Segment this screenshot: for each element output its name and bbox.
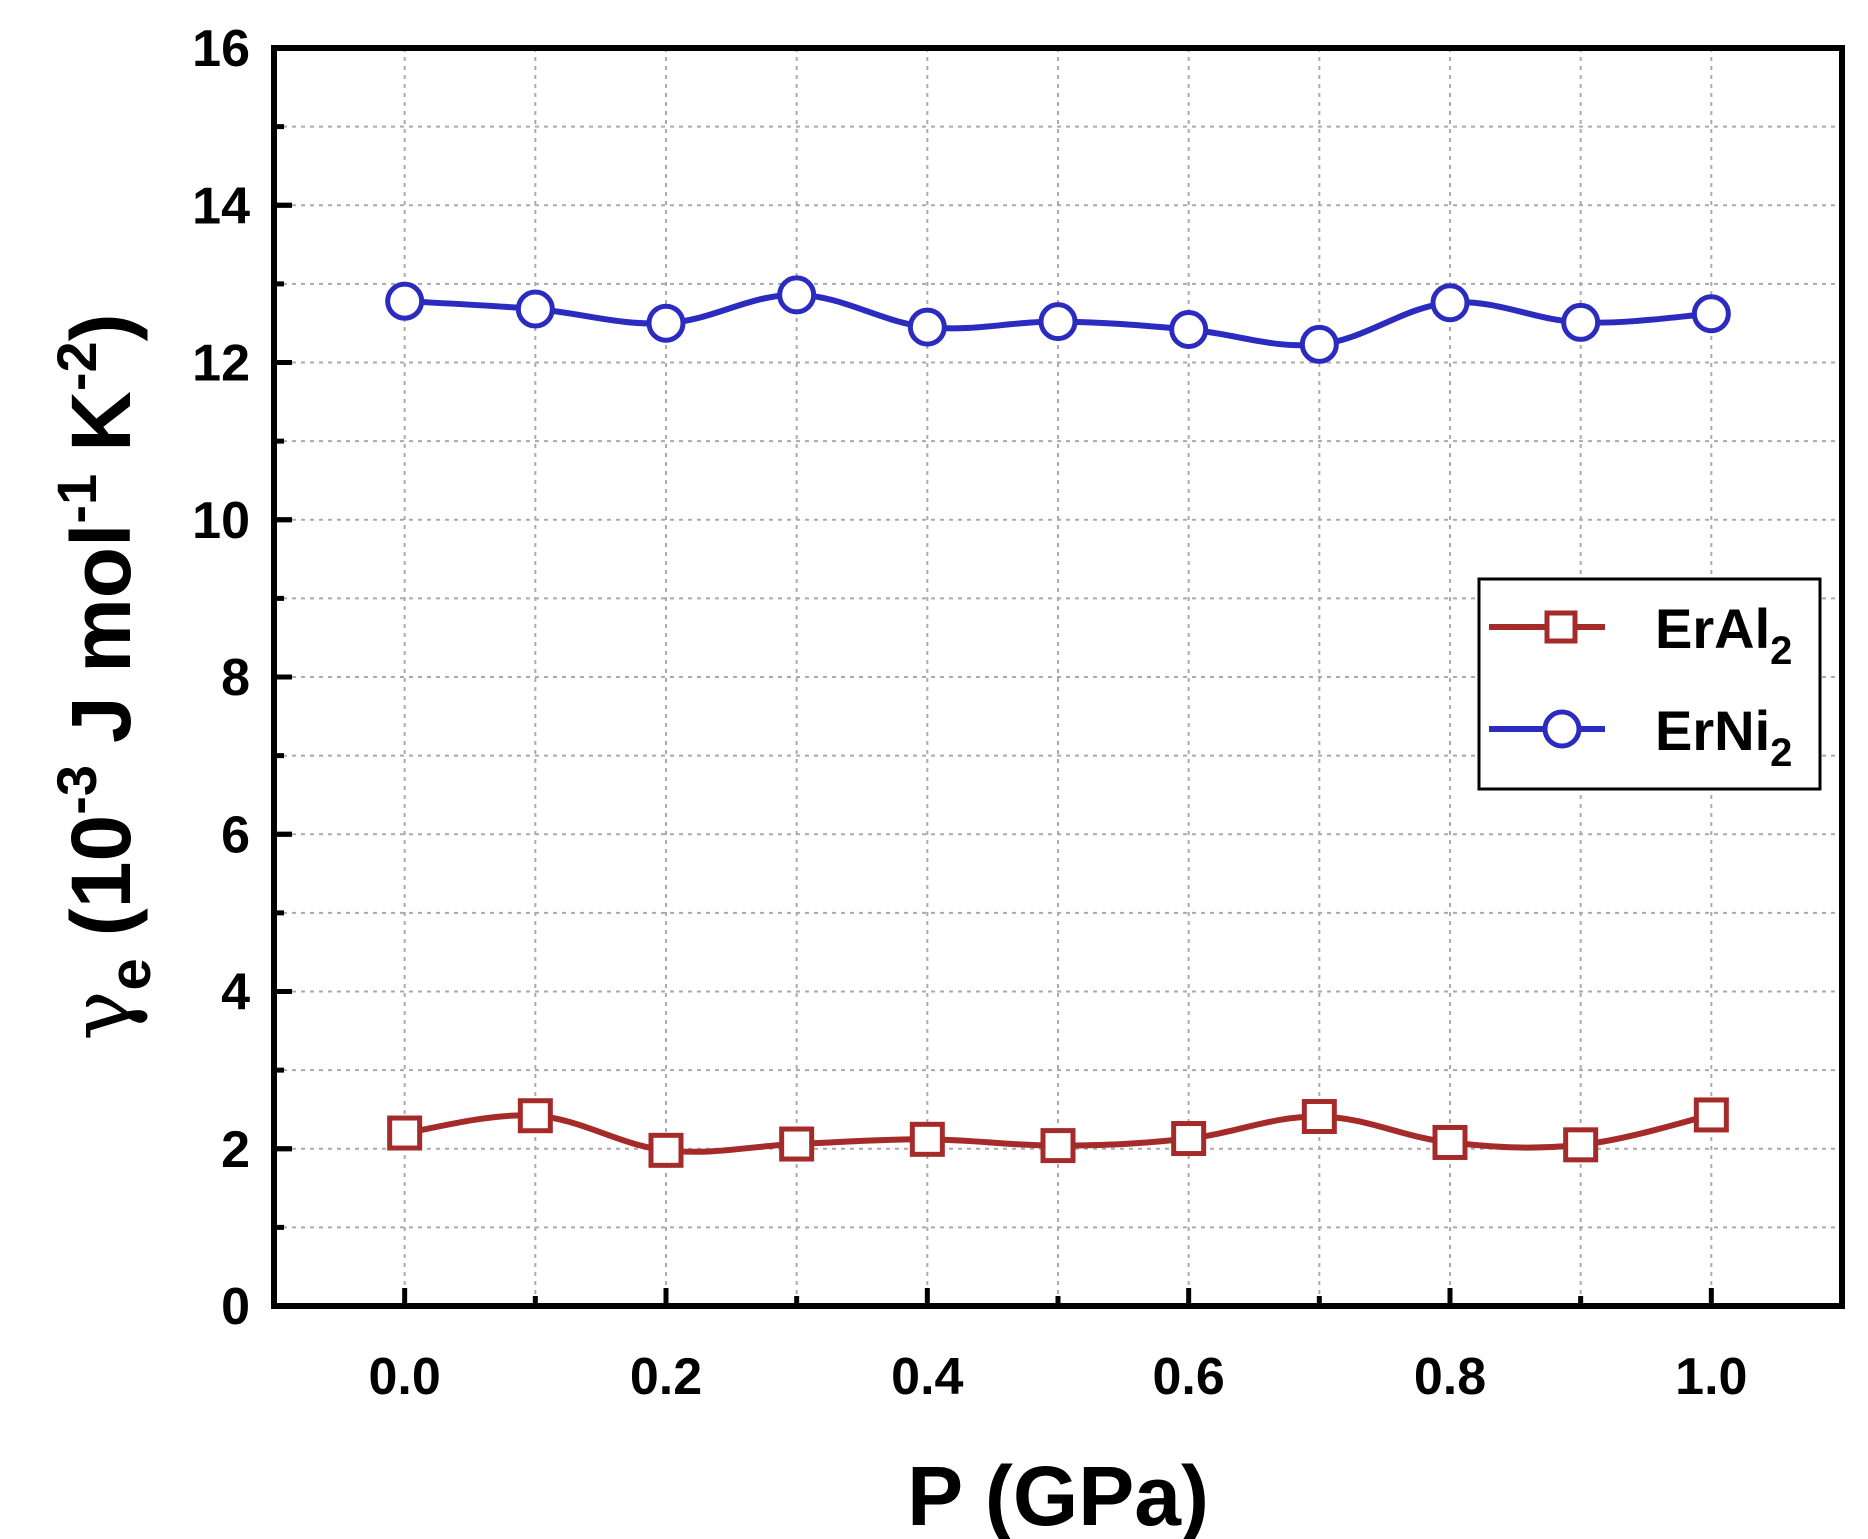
data-point-square <box>1693 1097 1729 1133</box>
data-point-square <box>1432 1124 1468 1160</box>
data-point-circle <box>1038 302 1078 342</box>
data-point-circle <box>1169 309 1209 349</box>
data-point-circle <box>646 303 686 343</box>
data-point-square <box>1040 1128 1076 1164</box>
x-tick-label: 1.0 <box>1675 1348 1747 1406</box>
series-erni2 <box>385 275 1731 364</box>
data-point-square <box>517 1098 553 1134</box>
data-series <box>385 275 1731 1168</box>
data-point-circle <box>515 289 555 329</box>
legend-box <box>1477 577 1822 791</box>
data-point-circle <box>385 281 425 321</box>
legend-label-erni2: ErNi2 <box>1655 699 1792 775</box>
x-tick-label: 0.8 <box>1414 1348 1486 1406</box>
y-tick-label: 8 <box>221 649 250 707</box>
series-eral2 <box>387 1097 1729 1168</box>
legend-entry-erni2: ErNi2 <box>1489 699 1792 775</box>
legend-label-eral2: ErAl2 <box>1655 597 1792 673</box>
x-tick-label: 0.4 <box>891 1348 963 1406</box>
data-point-square <box>648 1132 684 1168</box>
plot-frame <box>271 45 1845 1309</box>
data-point-circle <box>1691 294 1731 334</box>
y-tick-label: 6 <box>221 806 250 864</box>
y-tick-label: 12 <box>192 335 250 393</box>
legend-entry-eral2: ErAl2 <box>1489 597 1792 673</box>
data-point-square <box>387 1115 423 1151</box>
y-tick-label: 10 <box>192 492 250 550</box>
data-point-square <box>779 1126 815 1162</box>
x-tick-label: 0.6 <box>1153 1348 1225 1406</box>
data-point-square <box>1301 1099 1337 1135</box>
data-point-circle <box>907 307 947 347</box>
data-point-circle <box>1430 283 1470 323</box>
y-tick-label: 16 <box>192 20 250 78</box>
legend-marker-circle-icon <box>1542 709 1582 749</box>
data-point-square <box>909 1121 945 1157</box>
data-point-circle <box>1561 302 1601 342</box>
x-tick-label: 0.2 <box>630 1348 702 1406</box>
legend: ErAl2 ErNi2 <box>1477 577 1822 791</box>
x-axis-title: P (GPa) <box>907 1449 1209 1539</box>
x-tick-label: 0.0 <box>369 1348 441 1406</box>
tick-labels: 0.0 0.2 0.4 0.6 0.8 1.0 0 2 4 6 8 10 12 14 16 <box>192 20 1747 1406</box>
data-point-circle <box>1299 324 1339 364</box>
data-point-square <box>1171 1121 1207 1157</box>
y-tick-label: 0 <box>221 1278 250 1336</box>
data-point-square <box>1563 1127 1599 1163</box>
y-axis-title: γe(10-3J mol-1K-2) <box>45 313 163 1040</box>
legend-marker-square-icon <box>1544 610 1578 644</box>
y-tick-label: 14 <box>192 177 250 235</box>
y-tick-label: 2 <box>221 1121 250 1179</box>
y-tick-label: 4 <box>221 964 250 1022</box>
data-point-circle <box>777 275 817 315</box>
